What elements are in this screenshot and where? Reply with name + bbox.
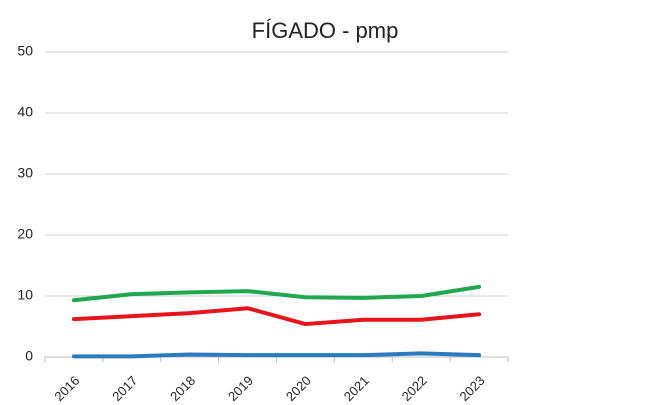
series-line: [71, 306, 482, 327]
y-tick-label: 10: [17, 287, 33, 303]
x-tick-label: 2021: [341, 373, 372, 404]
x-tick-label: 2017: [109, 373, 140, 404]
chart-title: FÍGADO - pmp: [252, 18, 399, 43]
series-line: [71, 351, 482, 359]
y-tick-label: 0: [25, 348, 33, 364]
x-tick-label: 2023: [457, 373, 488, 404]
x-tick-label: 2020: [283, 373, 314, 404]
x-tick-label: 2022: [399, 373, 430, 404]
y-tick-label: 40: [17, 104, 33, 120]
y-tick-label: 20: [17, 226, 33, 242]
y-tick-label: 50: [17, 43, 33, 59]
x-tick-label: 2016: [51, 373, 82, 404]
series-line: [71, 284, 482, 303]
y-tick-label: 30: [17, 165, 33, 181]
x-tick-label: 2019: [225, 373, 256, 404]
x-tick-label: 2018: [167, 373, 198, 404]
